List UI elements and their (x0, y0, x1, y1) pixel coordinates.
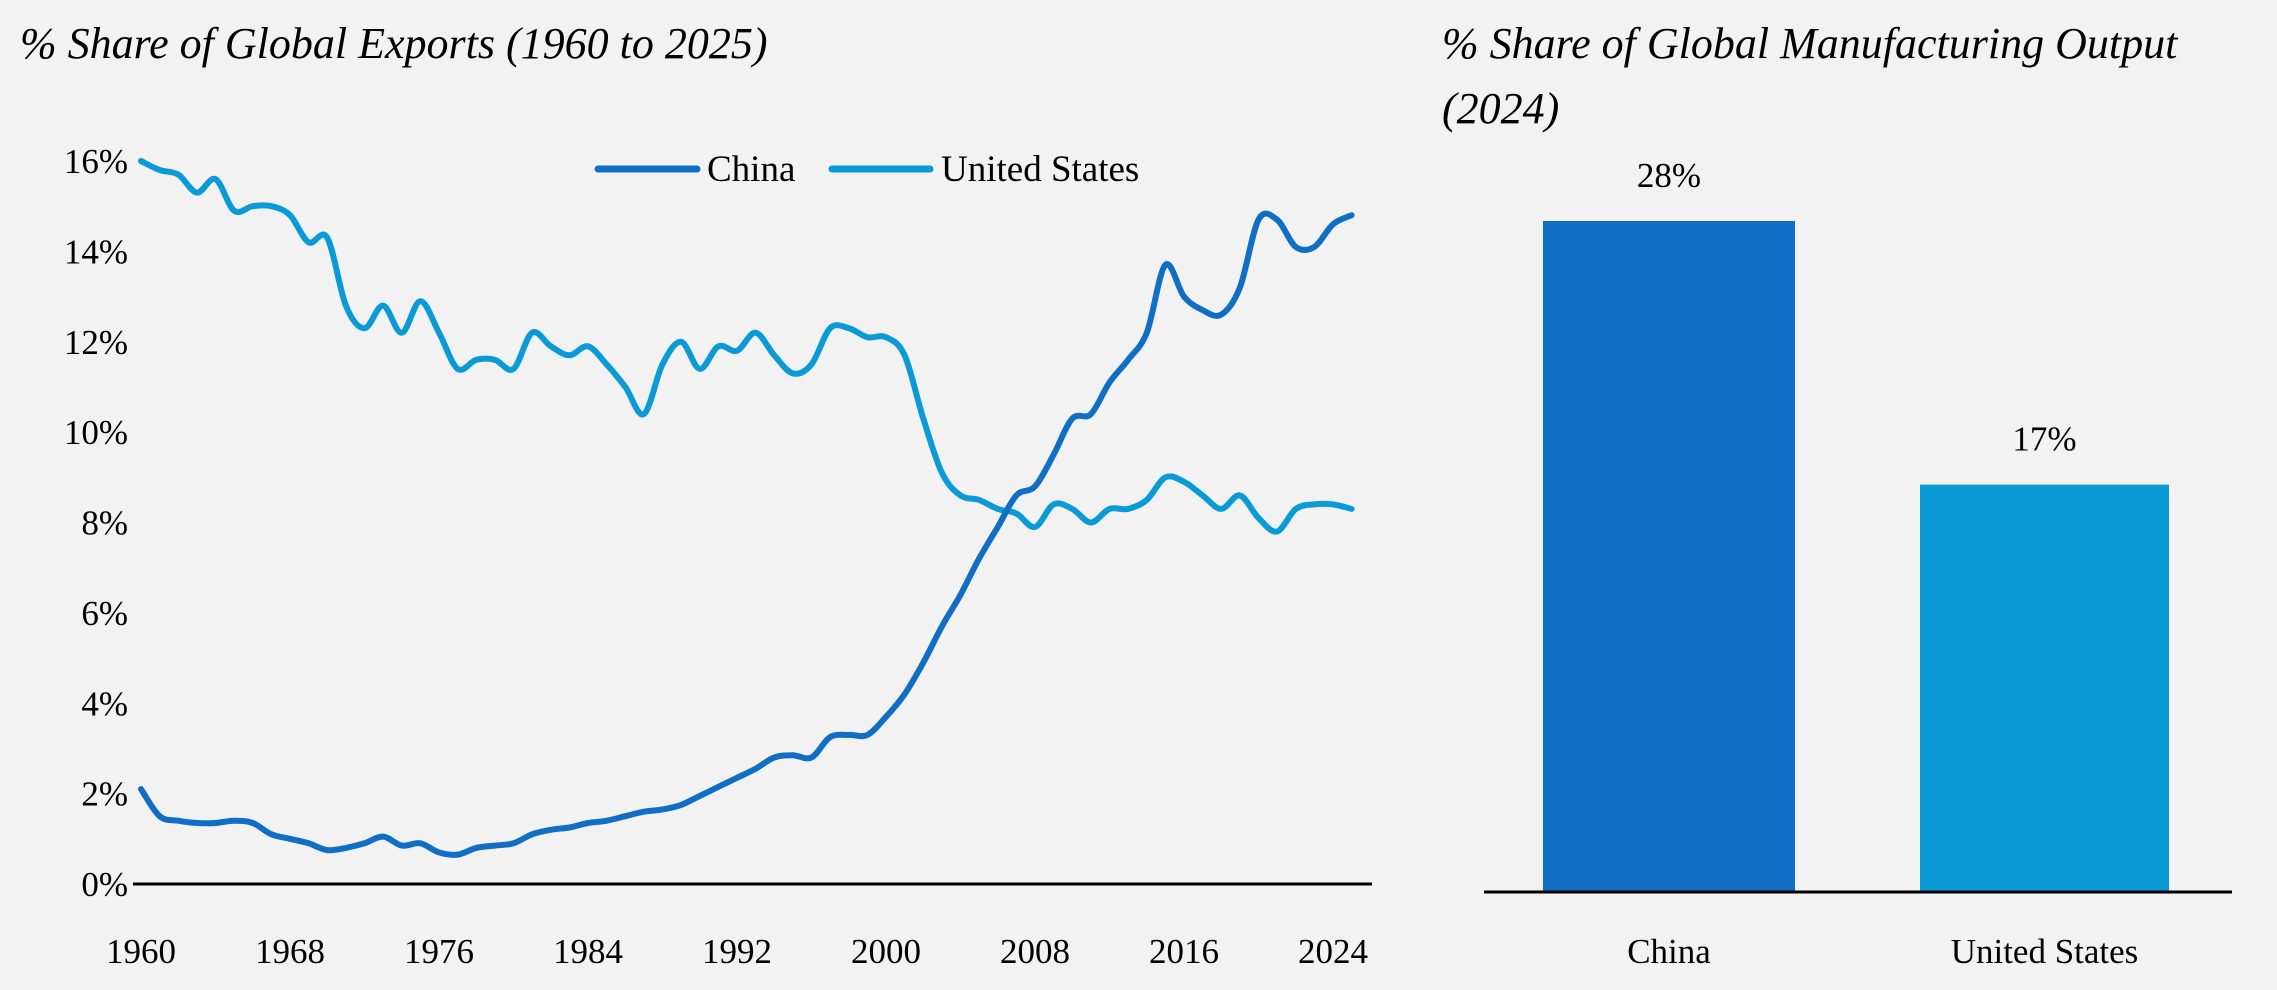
x-tick-label: 2000 (851, 932, 921, 971)
x-tick-label: 1976 (404, 932, 474, 971)
bar-data-label-united-states: 17% (2012, 420, 2076, 459)
bar-data-label-china: 28% (1637, 156, 1701, 195)
y-tick-label: 8% (81, 504, 128, 543)
y-tick-label: 6% (81, 594, 128, 633)
bar-united-states (1920, 484, 2169, 892)
y-tick-label: 14% (64, 232, 128, 271)
y-tick-label: 4% (81, 684, 128, 723)
legend-label-united-states: United States (941, 149, 1139, 190)
series-line-china (138, 210, 1355, 858)
y-tick-label: 12% (64, 323, 128, 362)
x-tick-label: 1984 (553, 932, 623, 971)
bar-chart-title-year: (2024) (1442, 84, 1560, 133)
y-tick-label: 0% (81, 865, 128, 904)
series-line-united-states (138, 158, 1355, 535)
x-tick-label: 2016 (1149, 932, 1219, 971)
x-tick-label: 2024 (1298, 932, 1368, 971)
x-tick-label: 2008 (1000, 932, 1070, 971)
x-tick-label: 1992 (702, 932, 772, 971)
bar-category-label-china: China (1627, 932, 1711, 971)
y-tick-label: 10% (64, 413, 128, 452)
bar-china (1543, 221, 1795, 892)
legend-label-china: China (707, 149, 795, 190)
y-tick-label: 16% (64, 142, 128, 181)
x-tick-label: 1968 (255, 932, 325, 971)
line-chart-title: % Share of Global Exports (1960 to 2025) (20, 19, 768, 68)
x-tick-label: 1960 (106, 932, 176, 971)
bar-category-label-united-states: United States (1951, 932, 2139, 971)
y-tick-label: 2% (81, 775, 128, 814)
bar-chart-title: % Share of Global Manufacturing Output (1442, 19, 2178, 68)
